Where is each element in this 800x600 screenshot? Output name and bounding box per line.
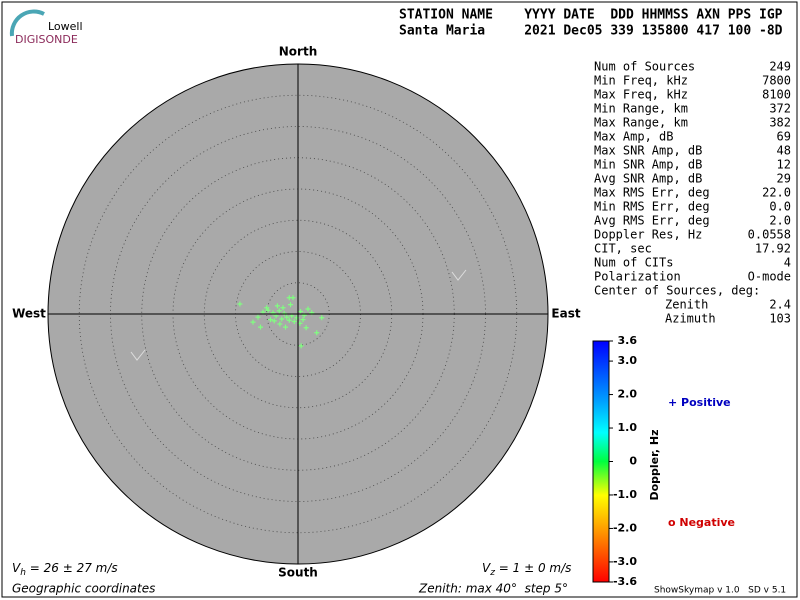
check-mark — [451, 269, 467, 281]
source-point — [305, 306, 311, 312]
source-point — [274, 303, 280, 309]
source-point — [276, 308, 282, 314]
stat-label: Min Freq, kHz — [594, 74, 688, 88]
stat-value: 29 — [777, 172, 791, 186]
colorbar-tick-label: -2.0 — [613, 521, 637, 534]
colorbar-tick-label: 2.0 — [618, 388, 638, 401]
source-point — [258, 324, 263, 330]
stat-label: Max SNR Amp, dB — [594, 144, 702, 158]
direction-label: East — [551, 307, 580, 321]
source-point — [319, 315, 325, 321]
stat-value: 22.0 — [762, 186, 791, 200]
legend-entry: o Negative — [668, 516, 735, 529]
colorbar-tick-label: -3.6 — [613, 575, 637, 588]
direction-label: South — [278, 566, 318, 580]
source-point — [314, 330, 320, 336]
source-point — [279, 316, 285, 322]
stat-label: Avg SNR Amp, dB — [594, 172, 702, 186]
stat-value: 0.0558 — [748, 228, 791, 242]
stat-value: 372 — [769, 102, 791, 116]
source-point — [284, 314, 290, 320]
header-line: Santa Maria 2021 Dec05 339 135800 417 10… — [399, 24, 783, 39]
stat-value: 2.4 — [769, 298, 791, 312]
colorbar-tick-label: 3.0 — [618, 354, 638, 367]
stat-label: Max Freq, kHz — [594, 88, 688, 102]
vh-label: Vh = 26 ± 27 m/s — [12, 561, 118, 578]
stat-value: 382 — [769, 116, 791, 130]
stat-value: O-mode — [748, 270, 791, 284]
stat-value: 2.0 — [769, 214, 791, 228]
source-point — [255, 314, 261, 320]
source-point — [237, 301, 243, 307]
stat-label: Zenith — [665, 298, 708, 312]
stat-value: 249 — [769, 60, 791, 74]
stat-label: Max Amp, dB — [594, 130, 673, 144]
colorbar-tick-label: 1.0 — [618, 421, 638, 434]
logo-bottom: DIGISONDE — [15, 33, 78, 46]
stat-label: Min RMS Err, deg — [594, 200, 710, 214]
source-point — [281, 310, 287, 316]
colorbar-tick-label: 0 — [629, 455, 637, 468]
stat-value: 12 — [777, 158, 791, 172]
source-point — [288, 302, 293, 308]
colorbar-tick-label: -1.0 — [613, 488, 637, 501]
stat-value: 7800 — [762, 74, 791, 88]
version-label: ShowSkymap v 1.0 SD v 5.1 — [654, 586, 786, 596]
source-point — [291, 319, 297, 324]
stat-label: Polarization — [594, 270, 681, 284]
colorbar-label: Doppler, Hz — [648, 429, 661, 500]
direction-label: North — [279, 45, 317, 59]
legend-entry: + Positive — [668, 396, 731, 409]
source-point — [277, 321, 283, 327]
source-point — [300, 317, 306, 323]
coords-label: Geographic coordinates — [12, 582, 155, 596]
logo-top: Lowell — [48, 20, 83, 33]
stat-value: 48 — [777, 144, 791, 158]
source-point — [268, 317, 273, 323]
colorbar-tick-label: -3.0 — [613, 555, 637, 568]
check-mark — [130, 349, 146, 361]
zenith-label: Zenith: max 40° step 5° — [418, 582, 568, 596]
header-line: STATION NAME YYYY DATE DDD HHMMSS AXN PP… — [399, 8, 783, 23]
source-point — [283, 324, 288, 330]
stat-label: Doppler Res, Hz — [594, 228, 702, 242]
stat-value: 4 — [784, 256, 791, 270]
stat-label: Num of Sources — [594, 60, 695, 74]
source-point — [250, 319, 256, 325]
logo-arc — [9, 9, 45, 37]
source-point — [264, 305, 270, 311]
stat-value: 103 — [769, 312, 791, 326]
stat-label: Max RMS Err, deg — [594, 186, 710, 200]
stat-label: Azimuth — [665, 312, 716, 326]
colorbar — [592, 340, 610, 583]
stat-label: CIT, sec — [594, 242, 652, 256]
stat-value: 17.92 — [755, 242, 791, 256]
stat-value: 8100 — [762, 88, 791, 102]
source-point — [303, 325, 309, 331]
source-point — [298, 343, 304, 349]
source-point — [271, 318, 277, 324]
stat-label: Max Range, km — [594, 116, 688, 130]
direction-label: West — [12, 307, 46, 321]
stat-label: Num of CITs — [594, 256, 673, 270]
vz-label: Vz = 1 ± 0 m/s — [482, 561, 571, 578]
stat-value: 0.0 — [769, 200, 791, 214]
source-point — [290, 295, 296, 301]
stat-label: Min Range, km — [594, 102, 688, 116]
stat-label: Min SNR Amp, dB — [594, 158, 702, 172]
stat-value: 69 — [777, 130, 791, 144]
stat-label: Avg RMS Err, deg — [594, 214, 710, 228]
source-point — [286, 317, 292, 323]
source-point — [280, 305, 286, 311]
source-point — [298, 309, 303, 314]
colorbar-tick-label: 3.6 — [618, 334, 638, 347]
stat-label: Center of Sources, deg: — [594, 284, 760, 298]
